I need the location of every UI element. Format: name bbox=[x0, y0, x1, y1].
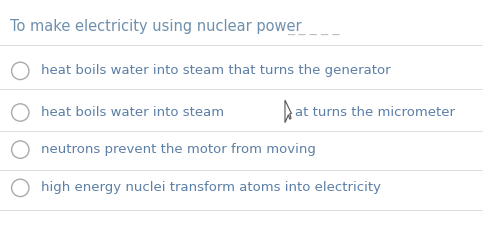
Text: heat boils water into steam that turns the generator: heat boils water into steam that turns t… bbox=[41, 64, 391, 77]
Text: neutrons prevent the motor from moving: neutrons prevent the motor from moving bbox=[41, 143, 316, 156]
Text: high energy nuclei transform atoms into electricity: high energy nuclei transform atoms into … bbox=[41, 181, 381, 194]
Text: heat boils water into steam: heat boils water into steam bbox=[41, 106, 228, 119]
Text: _ _ _ _ _: _ _ _ _ _ bbox=[287, 21, 340, 35]
Text: To make electricity using nuclear power: To make electricity using nuclear power bbox=[10, 19, 301, 34]
Text: at turns the micrometer: at turns the micrometer bbox=[295, 106, 455, 119]
Polygon shape bbox=[285, 100, 291, 123]
